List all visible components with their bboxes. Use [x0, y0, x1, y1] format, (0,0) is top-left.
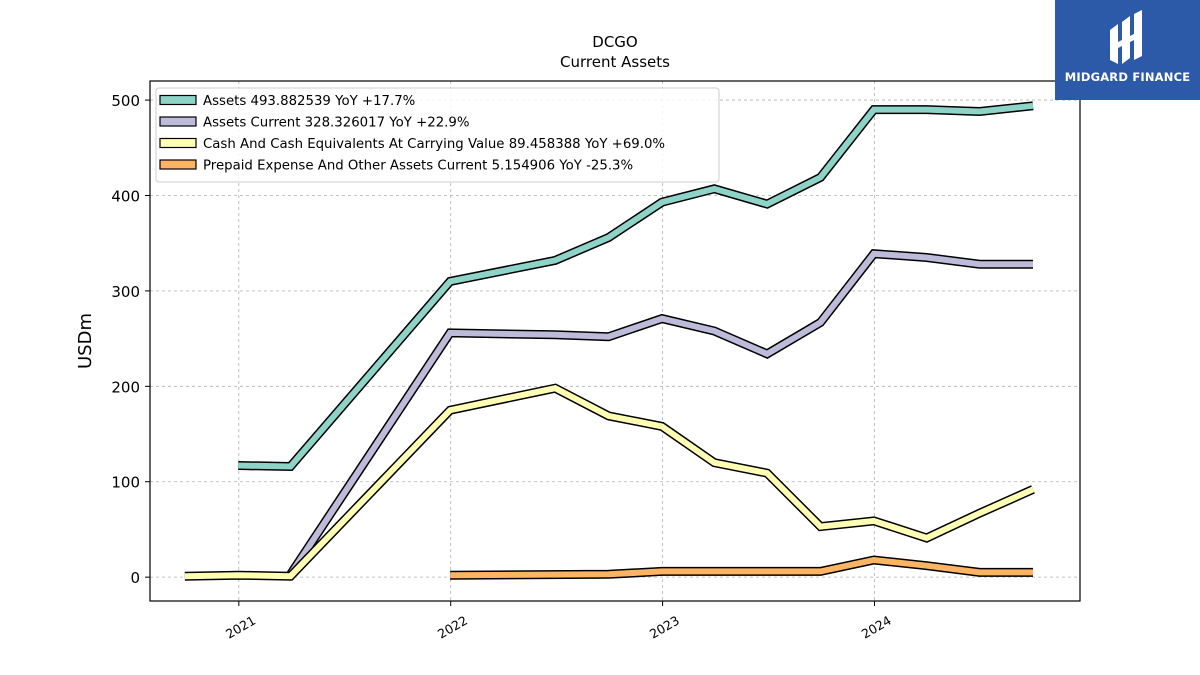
midgard-logo-icon — [1109, 10, 1142, 64]
legend-swatch — [159, 159, 197, 170]
x-tick-label: 2024 — [859, 613, 894, 642]
legend-label: Cash And Cash Equivalents At Carrying Va… — [203, 137, 665, 152]
y-tick-label: 200 — [111, 378, 140, 396]
series-outline — [286, 249, 1033, 577]
chart-title: DCGO — [592, 33, 637, 51]
series-layer — [184, 101, 1035, 581]
legend-label: Assets 493.882539 YoY +17.7% — [203, 94, 415, 109]
y-tick-label: 400 — [111, 187, 140, 205]
y-axis-label: USDm — [75, 313, 96, 369]
series-line-3 — [450, 555, 1033, 580]
series-stroke — [287, 250, 1033, 576]
x-tick-label: 2022 — [435, 613, 470, 642]
midgard-finance-logo: MIDGARD FINANCE — [1055, 0, 1200, 100]
series-stroke — [184, 385, 1035, 580]
y-tick-label: 500 — [111, 92, 140, 110]
x-tick-label: 2021 — [223, 613, 258, 642]
series-line-0 — [238, 101, 1034, 472]
y-tick-label: 300 — [111, 283, 140, 301]
series-stroke — [450, 556, 1033, 579]
x-tick-label: 2023 — [647, 613, 682, 642]
chart-subtitle: Current Assets — [560, 53, 670, 71]
y-tick-label: 100 — [111, 474, 140, 492]
legend: Assets 493.882539 YoY +17.7% Assets Curre… — [155, 87, 720, 183]
plot-frame — [149, 80, 1081, 602]
legend-swatch — [159, 116, 197, 127]
legend-swatch — [159, 94, 197, 106]
y-tick-label: 0 — [130, 569, 140, 587]
legend-label: Prepaid Expense And Other Assets Current… — [203, 159, 633, 174]
series-line-2 — [184, 383, 1035, 581]
legend-label: Assets Current 328.326017 YoY +22.9% — [203, 116, 469, 131]
legend-swatch — [159, 137, 197, 149]
series-line-1 — [286, 249, 1033, 577]
series-stroke — [238, 102, 1034, 470]
logo-text: MIDGARD FINANCE — [1064, 70, 1191, 84]
legend-box — [155, 87, 720, 183]
